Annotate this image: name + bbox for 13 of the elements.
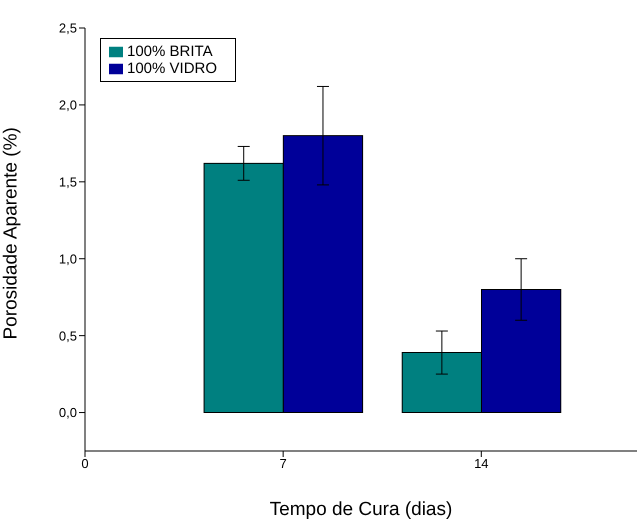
- x-tick-label: 14: [474, 456, 489, 472]
- y-tick-label: 2,0: [58, 98, 77, 113]
- legend-label: 100% VIDRO: [127, 60, 218, 77]
- y-axis-title: Porosidade Aparente (%): [0, 127, 22, 340]
- y-tick-label: 1,0: [58, 251, 77, 266]
- y-tick-label: 0,5: [58, 328, 77, 344]
- y-tick-label: 2,5: [58, 20, 77, 36]
- legend-label: 100% BRITA: [127, 43, 213, 60]
- x-axis-title: Tempo de Cura (dias): [270, 499, 452, 519]
- y-tick-label: 0,0: [58, 405, 77, 420]
- y-tick-label: 1,5: [58, 174, 77, 190]
- x-tick-label: 7: [280, 456, 287, 472]
- x-tick-label: 0: [81, 456, 89, 472]
